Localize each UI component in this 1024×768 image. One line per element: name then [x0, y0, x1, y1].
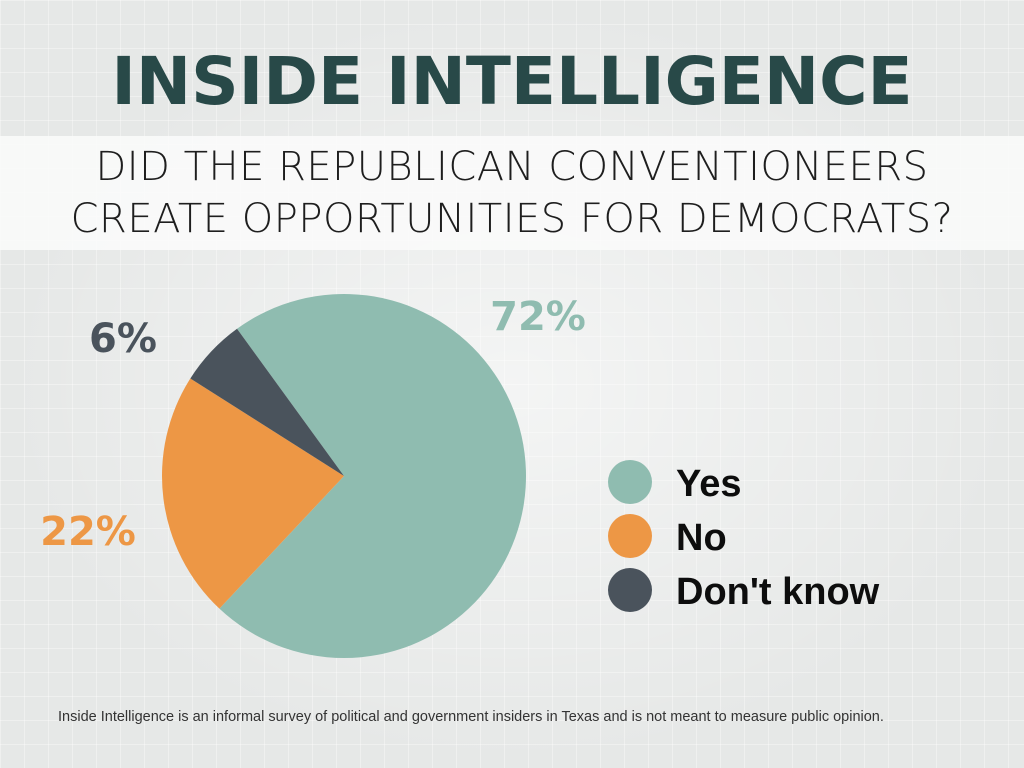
legend-swatch-no: [608, 514, 652, 558]
legend-swatch-yes: [608, 460, 652, 504]
question-line-1: DID THE REPUBLICAN CONVENTIONEERS: [95, 144, 929, 190]
pie-slices: [162, 294, 527, 658]
percent-label-no: 22%: [40, 509, 136, 555]
percent-label-don-t-know: 6%: [89, 316, 157, 362]
pie-slice-yes: [219, 294, 527, 658]
pie-slice-no: [162, 378, 344, 609]
legend-swatch-don-t-know: [608, 568, 652, 612]
brand-title: INSIDE INTELLIGENCE: [111, 43, 913, 120]
chart-legend: Yes No Don't know: [608, 460, 880, 613]
percent-labels: 72% 22% 6%: [40, 294, 586, 555]
legend-label-don-t-know: Don't know: [676, 571, 880, 613]
legend-label-yes: Yes: [676, 463, 742, 505]
question-line-2: CREATE OPPORTUNITIES FOR DEMOCRATS?: [70, 196, 954, 242]
pie-slice-don-t-know: [190, 328, 344, 476]
question-band: [0, 136, 1024, 250]
legend-label-no: No: [676, 517, 727, 559]
survey-question: DID THE REPUBLICAN CONVENTIONEERS CREATE…: [0, 141, 1024, 245]
footnote: Inside Intelligence is an informal surve…: [58, 709, 884, 725]
percent-label-yes: 72%: [490, 294, 586, 340]
